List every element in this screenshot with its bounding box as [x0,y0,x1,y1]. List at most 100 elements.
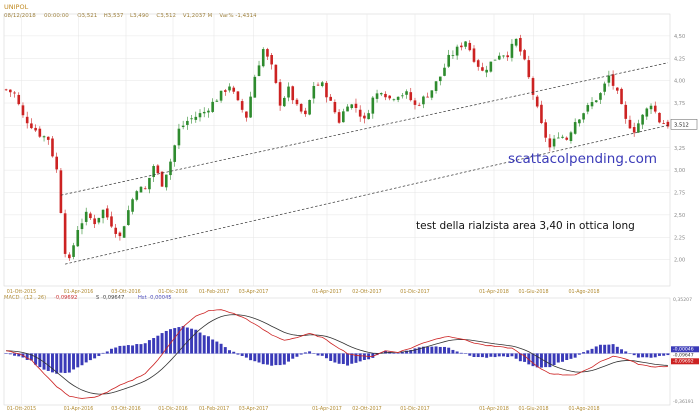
candle [397,96,400,102]
candle [473,45,476,63]
macd-x-tick-label: 01-Ott-2015 [7,406,36,412]
candle [650,103,653,114]
candle [372,96,375,119]
macd-hist-bar [359,353,362,361]
macd-histogram [5,326,670,374]
macd-hist-bar [666,353,669,355]
macd-y-tick-label: -0,00046 [673,346,694,352]
macd-hist-bar [329,353,332,360]
candle [456,45,459,60]
macd-hist-bar [131,345,134,353]
candle [304,108,307,117]
macd-x-tick-label: 02-Ott-2017 [352,406,381,412]
candle [367,110,370,120]
candle [591,97,594,109]
macd-hist-bar [89,353,92,360]
price-y-tick-label: 3,75 [674,101,685,107]
candle [60,168,63,214]
candle [123,226,126,238]
macd-hist-bar [317,353,320,355]
candle [346,104,349,111]
macd-line [6,310,668,399]
candle [85,208,88,226]
candle [532,76,535,99]
candle [494,60,497,61]
candle [93,215,96,228]
candle [355,99,358,113]
macd-hist-bar [342,353,345,364]
candle [414,98,417,110]
candle [350,104,353,110]
macd-hist-bar [68,353,71,372]
price-y-tick-label: 4,50 [674,34,685,40]
price-x-tick-label: 01-Apr-2017 [312,289,342,295]
candle [161,171,164,187]
candle [557,132,560,138]
candle [249,92,252,118]
candle [245,111,248,121]
candle [22,102,25,117]
macd-hist-bar [97,353,100,355]
macd-hist-bar [430,347,433,354]
price-y-tick-label: 4,00 [674,79,685,85]
price-y-tick-label: 2,25 [674,235,685,241]
candle [637,120,640,133]
price-y-axis: 2,002,252,502,753,003,253,503,754,004,25… [674,34,685,264]
macd-hist-bar [85,353,88,362]
candle [359,105,362,122]
macd-hist-bar [654,353,657,357]
macd-hist-bar [569,353,572,358]
macd-hist-bar [34,353,37,364]
candle [140,186,143,192]
macd-hist-bar [447,348,450,354]
price-y-tick-label: 2,50 [674,213,685,219]
candle [186,117,189,130]
macd-y-tick-label: -0,09692 [673,358,694,364]
candle [498,52,501,60]
macd-hist-bar [612,344,615,353]
macd-hist-bar [291,353,294,358]
macd-hist-bar [603,345,606,354]
price-panel-frame [4,14,670,286]
price-x-tick-label: 02-Ott-2017 [352,289,381,295]
candle [199,109,202,121]
macd-hist-bar [220,344,223,354]
candle [549,134,552,151]
price-grid [4,14,670,286]
candle [439,76,442,85]
candle [182,121,185,129]
candle [384,91,387,100]
macd-x-tick-label: 01-Apr-2017 [312,406,342,412]
price-x-tick-label: 03-Apr-2017 [239,289,269,295]
macd-hist-bar [586,350,589,353]
candle [26,112,29,129]
macd-hist-bar [515,353,518,358]
macd-hist-bar [473,353,476,357]
candle [553,135,556,150]
candle [106,205,109,220]
chart-title: UNIPOL [4,3,29,11]
candle [633,123,636,137]
candle [9,89,12,97]
candle [89,212,92,220]
macd-grid [4,298,670,405]
macd-hist-bar [13,353,16,355]
candle [114,224,117,238]
macd-hist-bar [304,352,307,353]
macd-hist-bar [64,353,67,373]
macd-hist-bar [544,353,547,367]
macd-hist-bar [451,350,454,354]
candle [232,86,235,94]
last-price-label: 3,512 [674,122,689,128]
macd-hist-bar [553,353,556,365]
candle [241,99,244,113]
candle [629,116,632,129]
macd-hist-bar [456,351,459,353]
candle [81,219,84,235]
candle [595,100,598,103]
macd-panel-frame [4,298,670,405]
candle [30,118,33,129]
macd-hist-bar [55,353,58,373]
